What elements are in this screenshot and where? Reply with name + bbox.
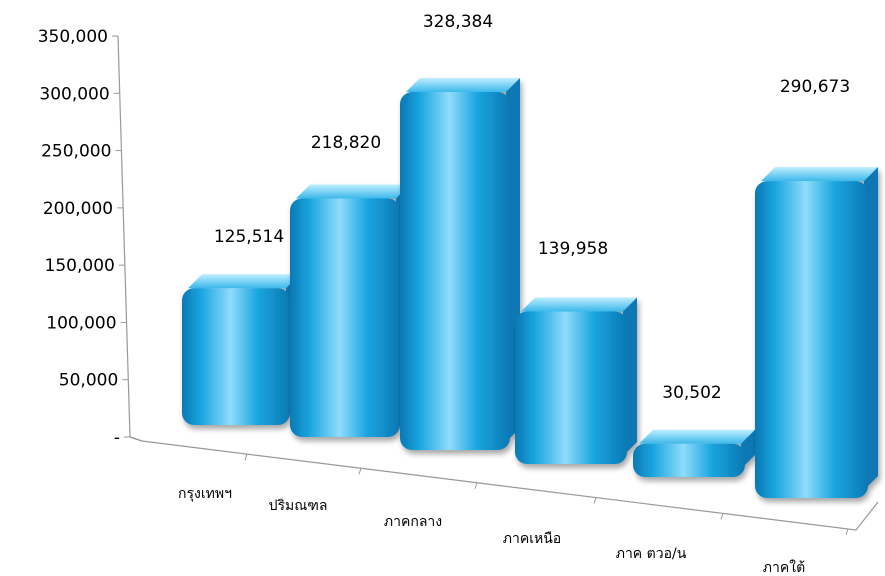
axes <box>117 35 879 531</box>
data-label: 125,514 <box>214 227 284 247</box>
bar-top <box>296 184 410 199</box>
x-tick-label: ภาค ตวอ/น <box>616 546 687 562</box>
bar <box>290 184 410 437</box>
x-tick-label: ภาคเหนือ <box>503 531 561 547</box>
bar-top <box>521 297 637 312</box>
x-tick-mark <box>845 528 849 536</box>
data-label: 218,820 <box>311 133 381 153</box>
data-label: 30,502 <box>662 383 721 403</box>
y-tick-label: - <box>114 428 120 448</box>
y-tick-label: 100,000 <box>46 313 116 333</box>
bar-front <box>182 288 290 425</box>
x-tick-label: ปริมณฑล <box>269 498 328 514</box>
bar <box>755 167 878 498</box>
data-label: 328,384 <box>423 12 493 32</box>
y-tick-label: 200,000 <box>43 199 113 219</box>
x-tick-label: กรุงเทพฯ <box>178 486 232 502</box>
x-tick-label: ภาคใต้ <box>763 559 805 576</box>
bar <box>182 274 300 425</box>
bar-front <box>400 92 510 451</box>
x-tick-mark <box>358 468 362 475</box>
bar-front <box>755 181 868 498</box>
bar-front <box>290 198 400 437</box>
x-tick-mark <box>720 513 724 520</box>
y-tick-label: 350,000 <box>38 27 108 47</box>
x-tick-label: ภาคกลาง <box>384 514 442 530</box>
bar-top <box>406 78 520 93</box>
y-tick-label: 50,000 <box>59 371 118 391</box>
bar-top <box>761 167 878 182</box>
bar-top <box>188 274 300 289</box>
bar-top <box>639 429 755 444</box>
data-labels: 125,514 218,820 328,384 139,958 30,502 290,67… <box>214 12 850 403</box>
x-tick-mark <box>474 482 478 489</box>
floor-outline <box>129 436 879 531</box>
y-tick-label: 150,000 <box>45 256 115 276</box>
y-axis-line <box>117 35 131 438</box>
bar-front <box>515 311 627 464</box>
x-tick-mark <box>593 497 597 504</box>
y-axis-ticks: - 50,000 100,000 150,000 200,000 250,000 300,0… <box>38 27 130 448</box>
bar <box>400 78 520 451</box>
data-label: 139,958 <box>538 239 608 259</box>
bar-front <box>633 443 745 477</box>
x-tick-mark <box>244 453 248 461</box>
data-label: 290,673 <box>780 77 850 97</box>
bar <box>515 297 637 464</box>
bar <box>633 429 755 477</box>
y-tick-label: 250,000 <box>41 142 111 162</box>
y-tick-label: 300,000 <box>39 84 109 104</box>
bars <box>182 78 878 498</box>
